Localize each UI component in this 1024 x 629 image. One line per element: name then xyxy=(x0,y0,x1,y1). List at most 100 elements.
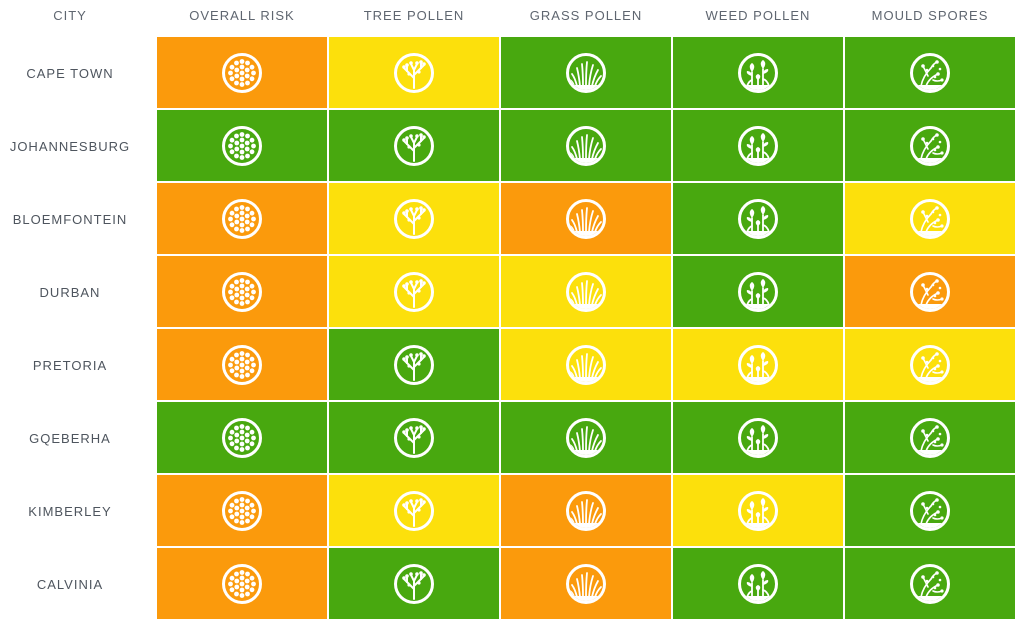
overall-risk-cell xyxy=(157,256,327,327)
mould-spore-icon xyxy=(910,125,950,166)
weed-pollen-cell xyxy=(673,37,843,108)
tree-pollen-cell xyxy=(329,37,499,108)
tree-pollen-cell xyxy=(329,329,499,400)
mould-spores-cell xyxy=(845,329,1015,400)
pollen-grain-icon xyxy=(222,490,262,531)
mould-spores-cell xyxy=(845,256,1015,327)
overall-risk-cell xyxy=(157,183,327,254)
mould-spore-icon xyxy=(910,198,950,239)
grass-icon xyxy=(566,52,606,93)
tree-icon xyxy=(394,417,434,458)
header-tree-pollen: TREE POLLEN xyxy=(363,8,465,23)
city-name: CAPE TOWN xyxy=(26,66,114,81)
city-name: CALVINIA xyxy=(36,577,104,592)
weed-flower-icon xyxy=(738,271,778,312)
pollen-grain-icon xyxy=(222,417,262,458)
mould-spore-icon xyxy=(910,271,950,312)
table-row: GQEBERHA xyxy=(0,402,1024,475)
pollen-grain-icon xyxy=(222,198,262,239)
grass-icon xyxy=(566,490,606,531)
grass-pollen-cell xyxy=(501,37,671,108)
tree-pollen-cell xyxy=(329,183,499,254)
mould-spore-icon xyxy=(910,417,950,458)
grass-icon xyxy=(566,125,606,166)
tree-icon xyxy=(394,198,434,239)
grass-pollen-cell xyxy=(501,548,671,619)
mould-spores-cell xyxy=(845,402,1015,473)
table-row: KIMBERLEY xyxy=(0,475,1024,548)
grass-icon xyxy=(566,271,606,312)
grass-pollen-cell xyxy=(501,183,671,254)
mould-spore-icon xyxy=(910,344,950,385)
grass-pollen-cell xyxy=(501,329,671,400)
pollen-grain-icon xyxy=(222,125,262,166)
mould-spores-cell xyxy=(845,183,1015,254)
pollen-grain-icon xyxy=(222,563,262,604)
tree-pollen-cell xyxy=(329,402,499,473)
overall-risk-cell xyxy=(157,329,327,400)
mould-spore-icon xyxy=(910,52,950,93)
pollen-grain-icon xyxy=(222,52,262,93)
overall-risk-cell xyxy=(157,548,327,619)
weed-pollen-cell xyxy=(673,256,843,327)
tree-icon xyxy=(394,125,434,166)
weed-flower-icon xyxy=(738,52,778,93)
mould-spore-icon xyxy=(910,563,950,604)
header-weed-pollen: WEED POLLEN xyxy=(705,8,811,23)
weed-flower-icon xyxy=(738,417,778,458)
weed-flower-icon xyxy=(738,563,778,604)
tree-icon xyxy=(394,563,434,604)
table-row: PRETORIA xyxy=(0,329,1024,402)
mould-spores-cell xyxy=(845,110,1015,181)
tree-icon xyxy=(394,344,434,385)
table-header: CITY OVERALL RISK TREE POLLEN GRASS POLL… xyxy=(0,0,1024,36)
table-row: JOHANNESBURG xyxy=(0,110,1024,183)
overall-risk-cell xyxy=(157,475,327,546)
city-name: GQEBERHA xyxy=(29,431,111,446)
city-name: JOHANNESBURG xyxy=(9,139,131,154)
header-city: CITY xyxy=(53,8,87,23)
table-row: CAPE TOWN xyxy=(0,37,1024,110)
tree-icon xyxy=(394,490,434,531)
table-row: CALVINIA xyxy=(0,548,1024,621)
grass-icon xyxy=(566,344,606,385)
city-name: BLOEMFONTEIN xyxy=(12,212,128,227)
weed-flower-icon xyxy=(738,490,778,531)
weed-pollen-cell xyxy=(673,110,843,181)
pollen-grain-icon xyxy=(222,344,262,385)
grass-icon xyxy=(566,198,606,239)
weed-pollen-cell xyxy=(673,402,843,473)
tree-pollen-cell xyxy=(329,475,499,546)
weed-flower-icon xyxy=(738,125,778,166)
city-name: PRETORIA xyxy=(32,358,108,373)
tree-pollen-cell xyxy=(329,110,499,181)
grass-pollen-cell xyxy=(501,110,671,181)
mould-spores-cell xyxy=(845,37,1015,108)
tree-pollen-cell xyxy=(329,548,499,619)
tree-icon xyxy=(394,52,434,93)
weed-pollen-cell xyxy=(673,329,843,400)
grass-pollen-cell xyxy=(501,475,671,546)
overall-risk-cell xyxy=(157,402,327,473)
mould-spore-icon xyxy=(910,490,950,531)
mould-spores-cell xyxy=(845,475,1015,546)
mould-spores-cell xyxy=(845,548,1015,619)
grass-icon xyxy=(566,417,606,458)
table-row: BLOEMFONTEIN xyxy=(0,183,1024,256)
weed-pollen-cell xyxy=(673,183,843,254)
city-name: DURBAN xyxy=(39,285,101,300)
weed-pollen-cell xyxy=(673,548,843,619)
city-name: KIMBERLEY xyxy=(28,504,112,519)
header-mould-spores: MOULD SPORES xyxy=(871,8,989,23)
grass-pollen-cell xyxy=(501,402,671,473)
overall-risk-cell xyxy=(157,37,327,108)
tree-pollen-cell xyxy=(329,256,499,327)
weed-pollen-cell xyxy=(673,475,843,546)
grass-pollen-cell xyxy=(501,256,671,327)
tree-icon xyxy=(394,271,434,312)
overall-risk-cell xyxy=(157,110,327,181)
header-grass-pollen: GRASS POLLEN xyxy=(529,8,643,23)
weed-flower-icon xyxy=(738,198,778,239)
table-row: DURBAN xyxy=(0,256,1024,329)
weed-flower-icon xyxy=(738,344,778,385)
